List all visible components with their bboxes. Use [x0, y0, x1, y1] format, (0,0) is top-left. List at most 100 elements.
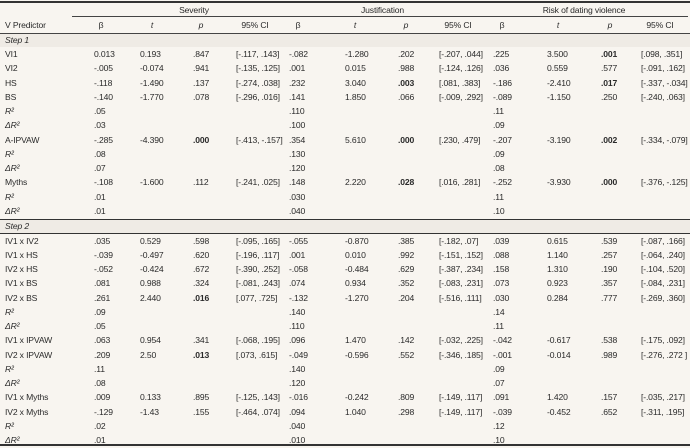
jus-beta-cell: -.055 [289, 235, 308, 246]
row-label: IV2 x HS [5, 264, 38, 274]
jus-beta-cell: .001 [289, 63, 306, 74]
risk-p-cell: .002 [601, 134, 618, 145]
risk-ci-cell: [-.337, -.034] [641, 77, 688, 88]
sev-ci-cell: [-.296, .016] [236, 91, 280, 102]
jus-p-cell: .003 [398, 77, 415, 88]
sev-p-cell: .941 [193, 63, 210, 74]
risk-beta-cell: .11 [493, 321, 504, 331]
risk-ci-cell: [-.376, -.125] [641, 177, 688, 188]
risk-t-cell: -3.190 [547, 134, 571, 145]
sev-beta-cell: -.285 [94, 134, 113, 145]
risk-beta-cell: -.207 [493, 134, 512, 145]
row-label: ΔR² [5, 378, 20, 388]
sev-p-cell: .324 [193, 278, 210, 289]
column-header-predictor: V Predictor [5, 20, 46, 30]
step-label: Step 2 [5, 220, 29, 231]
sev-ci-cell: [.073, .615] [236, 349, 278, 360]
risk-p-cell: .538 [601, 335, 618, 346]
table-row: R² .01 .030 .11 [0, 191, 690, 205]
risk-beta-cell: .09 [493, 363, 505, 374]
risk-ci-cell: [-.269, .360] [641, 292, 685, 303]
risk-p-cell: .257 [601, 249, 618, 260]
sev-beta-cell: .009 [94, 392, 111, 403]
table-row: A-IPVAW -.285 -4.390 .000 [-.413, -.157] .354… [0, 134, 690, 148]
sev-t-cell: -4.390 [140, 134, 164, 145]
risk-t-cell: -0.617 [547, 335, 571, 346]
risk-beta-cell: -.001 [493, 349, 512, 360]
sev-beta-cell: .11 [94, 363, 105, 374]
jus-beta-cell: .140 [289, 363, 306, 374]
risk-ci-cell: [-.084, .231] [641, 278, 685, 289]
row-label: BS [5, 91, 17, 102]
table-row: IV1 x HS -.039 -0.497 .620 [-.196, .117] .001… [0, 249, 690, 263]
sev-p-cell: .341 [193, 335, 210, 346]
risk-beta-cell: .225 [493, 49, 510, 59]
sev-beta-cell: .03 [94, 120, 106, 131]
jus-t-cell: 1.850 [345, 91, 366, 102]
sev-p-cell: .013 [193, 349, 210, 360]
risk-beta-cell: -.042 [493, 335, 512, 346]
jus-ci-cell: [-.083, .231] [439, 278, 483, 289]
table-bottom-rule [0, 444, 690, 446]
table-row: IV2 x HS -.052 -0.424 .672 [-.390, .252] -.05… [0, 263, 690, 277]
sev-p-cell: .078 [193, 91, 210, 102]
jus-beta-cell: .354 [289, 134, 306, 145]
sev-ci-cell: [-.464, .074] [236, 406, 280, 417]
jus-p-cell: .629 [398, 264, 415, 274]
sev-beta-cell: .05 [94, 106, 106, 116]
risk-beta-cell: .158 [493, 264, 510, 274]
jus-beta-cell: .110 [289, 106, 305, 116]
sev-beta-cell: .07 [94, 163, 106, 173]
jus-beta-cell: .094 [289, 406, 306, 417]
column-header-risk-t: t [556, 20, 560, 30]
risk-p-cell: .539 [601, 235, 618, 246]
sev-t-cell: 0.529 [140, 235, 161, 246]
table-row: IV1 x IPVAW .063 0.954 .341 [-.068, .195] .09… [0, 334, 690, 348]
sev-beta-cell: -.005 [94, 63, 113, 74]
risk-beta-cell: .09 [493, 148, 505, 159]
sev-ci-cell: [.077, .725] [236, 292, 278, 303]
jus-ci-cell: [-.516, .111] [439, 292, 482, 303]
risk-beta-cell: .12 [493, 420, 505, 431]
jus-t-cell: 5.610 [345, 134, 366, 145]
table-top-rule [0, 1, 690, 3]
risk-beta-cell: .10 [493, 205, 505, 216]
group-header-justification: Justification [361, 5, 404, 15]
risk-t-cell: 3.500 [547, 49, 568, 59]
sev-t-cell: -0.074 [140, 63, 164, 74]
risk-beta-cell: .10 [493, 435, 505, 445]
sev-p-cell: .847 [193, 49, 210, 59]
risk-p-cell: .652 [601, 406, 618, 417]
jus-t-cell: -0.870 [345, 235, 369, 246]
sev-beta-cell: .01 [94, 191, 106, 202]
row-label: R² [5, 148, 14, 159]
jus-beta-cell: .148 [289, 177, 306, 188]
step-header-row: Step 1 [0, 34, 690, 47]
column-header-risk-beta: β [499, 20, 505, 30]
risk-ci-cell: [-.334, -.079] [641, 134, 688, 145]
header-bottom-rule [0, 33, 690, 34]
sev-beta-cell: -.129 [94, 406, 113, 417]
jus-ci-cell: [-.207, .044] [439, 49, 483, 59]
column-header-sev-t: t [150, 20, 154, 30]
risk-t-cell: 1.420 [547, 392, 568, 403]
risk-beta-cell: .091 [493, 392, 510, 403]
table-row: R² .02 .040 .12 [0, 420, 690, 434]
risk-beta-cell: -.089 [493, 91, 512, 102]
table-row: IV2 x Myths -.129 -1.43 .155 [-.464, .074] .0… [0, 406, 690, 420]
risk-beta-cell: -.186 [493, 77, 512, 88]
jus-p-cell: .992 [398, 249, 415, 260]
risk-ci-cell: [-.104, .520] [641, 264, 685, 274]
row-label: Myths [5, 177, 28, 188]
risk-beta-cell: .14 [493, 306, 505, 317]
risk-ci-cell: [-.087, .166] [641, 235, 685, 246]
row-label: R² [5, 191, 14, 202]
risk-ci-cell: [-.035, .217] [641, 392, 685, 403]
jus-beta-cell: .232 [289, 77, 306, 88]
step-label: Step 1 [5, 35, 29, 45]
risk-ci-cell: [-.175, .092] [641, 335, 685, 346]
table-row: ΔR² .01 .010 .10 [0, 434, 690, 448]
table-row: HS -.118 -1.490 .137 [-.274, .038] .232 3.040.… [0, 77, 690, 91]
sev-beta-cell: -.039 [94, 249, 113, 260]
jus-beta-cell: .141 [289, 91, 306, 102]
